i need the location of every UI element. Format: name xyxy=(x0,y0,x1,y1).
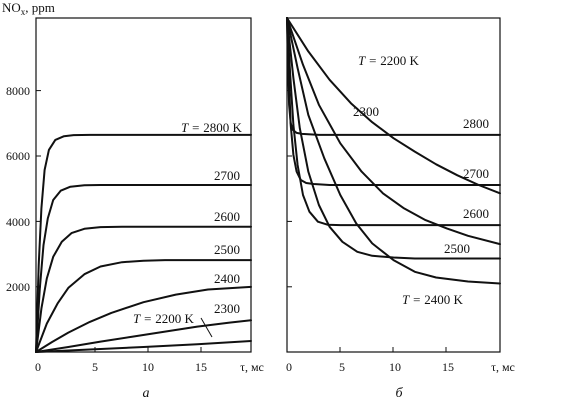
panel-a-label: a xyxy=(143,386,150,401)
series-label-b-2700: 2700 xyxy=(463,166,489,181)
panel-b-x-tick-label: 0 xyxy=(286,360,292,374)
panel-b: 0 5 10 15 τ, мс б T = 2200 K 2300 2800 2… xyxy=(286,17,515,401)
panel-b-x-tick-label: 10 xyxy=(389,360,401,374)
series-label-a-2600: 2600 xyxy=(214,209,240,224)
series-label-a-2200-pointer xyxy=(200,317,213,338)
panel-a-x-tick-label: 0 xyxy=(35,360,41,374)
series-label-a-2200: T = 2200 K xyxy=(133,311,195,326)
series-label-a-2300: 2300 xyxy=(214,301,240,316)
curve-b-2400 xyxy=(286,17,501,285)
panel-a-curves xyxy=(35,133,252,353)
curve-b-2300 xyxy=(286,17,501,246)
panel-b-x-tick-label: 15 xyxy=(442,360,454,374)
panel-b-label: б xyxy=(395,386,403,401)
series-label-a-2700: 2700 xyxy=(214,168,240,183)
panel-a-x-tick-label: 15 xyxy=(195,360,207,374)
curve-a-2400 xyxy=(35,285,252,353)
panel-a-y-tick-label: 4000 xyxy=(6,215,30,229)
panel-b-x-axis-label: τ, мс xyxy=(491,360,515,374)
panel-b-series-labels: T = 2200 K 2300 2800 2700 2600 2500 T = … xyxy=(353,53,489,307)
curve-a-2200 xyxy=(35,340,252,353)
curve-b-2200 xyxy=(286,17,501,195)
curve-a-2700 xyxy=(35,184,252,353)
panel-a-y-ticks: 2000 4000 6000 8000 xyxy=(6,84,41,294)
series-label-a-2800: T = 2800 K xyxy=(181,120,243,135)
curve-b-2600 xyxy=(286,17,501,227)
panel-a: NOx, ppm 2000 4000 6000 8000 0 5 10 15 τ… xyxy=(2,0,264,401)
panel-a-y-tick-label: 6000 xyxy=(6,149,30,163)
panel-a-y-tick-label: 8000 xyxy=(6,84,30,98)
panel-a-y-tick-label: 2000 xyxy=(6,280,30,294)
series-label-a-2500: 2500 xyxy=(214,242,240,257)
panel-b-curves xyxy=(286,17,501,285)
panel-a-x-tick-label: 5 xyxy=(92,360,98,374)
series-label-b-2800: 2800 xyxy=(463,116,489,131)
series-label-b-2400: T = 2400 K xyxy=(402,292,464,307)
curve-b-2500 xyxy=(286,17,501,260)
panel-a-y-axis-label: NOx, ppm xyxy=(2,0,55,17)
curve-a-2500 xyxy=(35,259,252,353)
panel-b-x-ticks: 0 5 10 15 τ, мс xyxy=(286,347,515,374)
curve-a-2800 xyxy=(35,133,252,353)
series-label-b-2200: T = 2200 K xyxy=(358,53,420,68)
curve-b-2700 xyxy=(286,17,501,186)
panel-a-x-axis-label: τ, мс xyxy=(240,360,264,374)
panel-b-x-tick-label: 5 xyxy=(339,360,345,374)
curve-a-2300 xyxy=(35,319,252,353)
curve-a-2600 xyxy=(35,225,252,353)
series-label-b-2500: 2500 xyxy=(444,241,470,256)
panel-a-x-tick-label: 10 xyxy=(142,360,154,374)
series-label-a-2400: 2400 xyxy=(214,271,240,286)
panel-a-series-labels: T = 2800 K 2700 2600 2500 2400 2300 T = … xyxy=(133,120,243,338)
series-label-b-2600: 2600 xyxy=(463,206,489,221)
series-label-b-2300: 2300 xyxy=(353,104,379,119)
curve-b-2800 xyxy=(286,17,501,136)
